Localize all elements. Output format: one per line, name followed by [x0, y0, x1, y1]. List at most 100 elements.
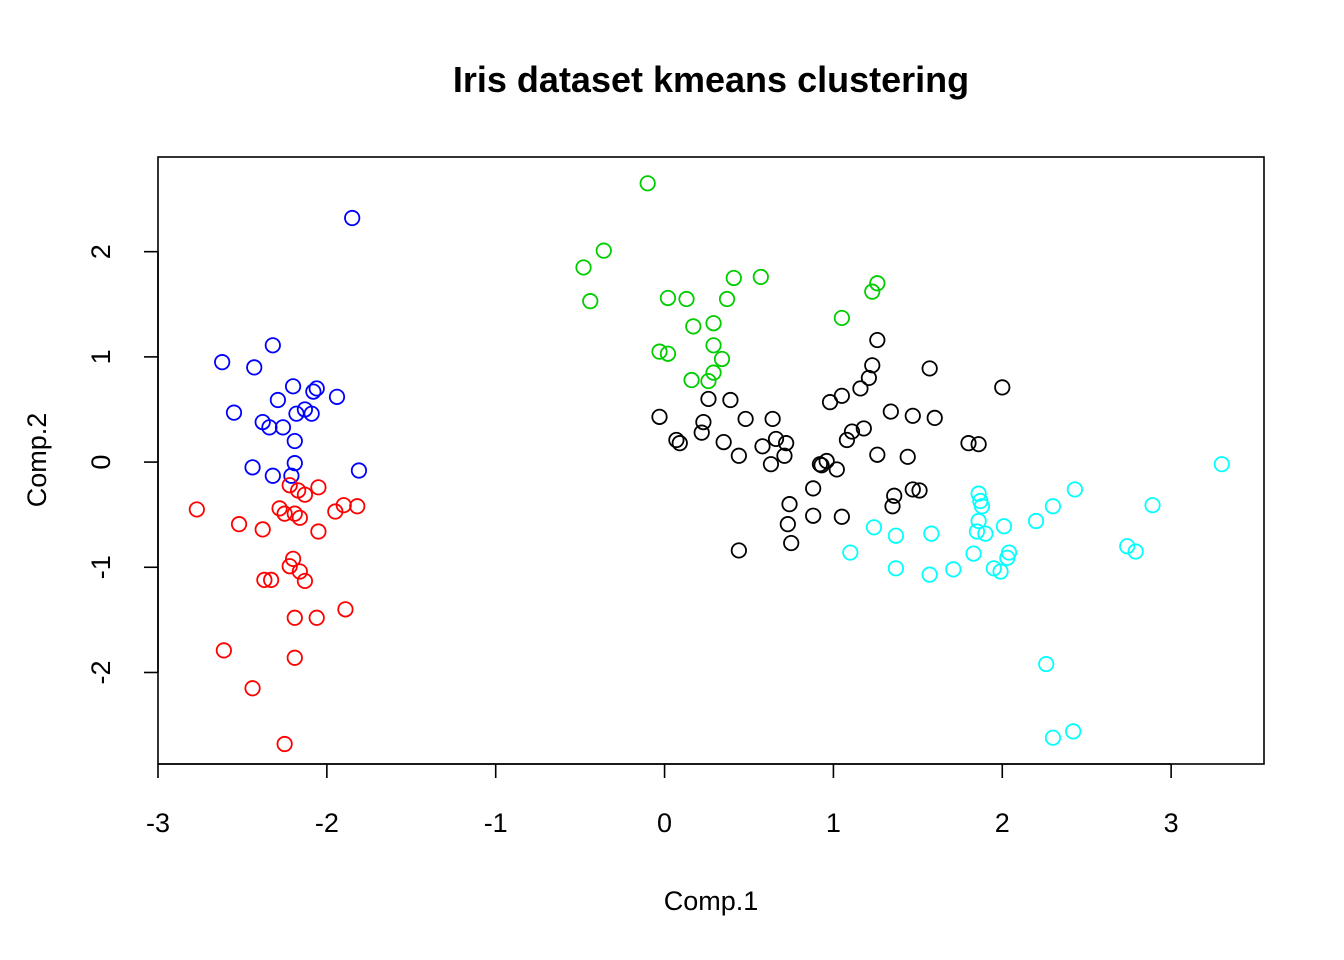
- chart-title: Iris dataset kmeans clustering: [453, 59, 969, 100]
- data-point: [308, 380, 325, 397]
- data-point: [1044, 498, 1062, 515]
- data-point: [1144, 497, 1161, 514]
- data-point: [737, 410, 754, 428]
- data-point: [965, 545, 982, 562]
- data-point: [1213, 456, 1230, 473]
- data-point: [754, 438, 771, 455]
- plot-area: [157, 156, 1265, 765]
- data-point: [1038, 655, 1055, 673]
- data-point: [1027, 512, 1045, 530]
- data-point: [838, 431, 856, 449]
- data-point: [215, 642, 232, 659]
- data-point: [904, 481, 921, 498]
- data-point: [843, 423, 861, 440]
- y-tick-label: 2: [86, 244, 116, 259]
- data-point: [659, 289, 677, 307]
- data-point: [730, 542, 747, 559]
- data-point: [244, 680, 261, 697]
- data-point: [296, 572, 314, 590]
- data-point: [970, 512, 987, 530]
- data-point: [995, 518, 1013, 535]
- data-point: [705, 315, 722, 332]
- data-point: [752, 268, 769, 286]
- data-point: [668, 431, 685, 449]
- data-point: [904, 407, 921, 424]
- data-point: [256, 571, 273, 589]
- x-axis-label: Comp.1: [664, 886, 759, 916]
- data-point: [310, 479, 327, 496]
- data-point: [865, 519, 883, 536]
- data-point: [281, 477, 298, 494]
- series-2: [575, 175, 886, 390]
- x-tick-label: 2: [995, 808, 1010, 838]
- data-point: [860, 369, 877, 387]
- data-point: [244, 459, 261, 476]
- data-point: [833, 508, 850, 525]
- x-tick-label: 0: [657, 808, 672, 838]
- data-point: [1065, 723, 1082, 740]
- data-point: [188, 501, 205, 518]
- data-point: [286, 649, 303, 666]
- data-point: [911, 482, 928, 499]
- data-point: [269, 391, 286, 409]
- data-point: [575, 259, 592, 276]
- data-point: [595, 242, 612, 259]
- data-point: [842, 544, 859, 561]
- data-point: [327, 503, 344, 520]
- data-point: [882, 403, 899, 420]
- data-point: [276, 505, 293, 522]
- data-point: [1127, 543, 1144, 560]
- series-0: [214, 209, 368, 484]
- data-point: [344, 209, 361, 227]
- data-point: [286, 432, 303, 450]
- data-point: [303, 405, 320, 422]
- data-point: [291, 563, 308, 580]
- data-point: [767, 430, 785, 448]
- data-point: [671, 435, 688, 452]
- data-point: [264, 337, 281, 354]
- data-point: [230, 516, 248, 533]
- data-point: [828, 461, 845, 478]
- data-points: [188, 175, 1230, 753]
- series-4: [842, 456, 1230, 746]
- data-point: [852, 380, 869, 397]
- data-point: [855, 420, 872, 437]
- y-tick-label: -2: [86, 660, 116, 684]
- data-point: [713, 350, 731, 368]
- data-point: [705, 337, 722, 354]
- data-point: [992, 563, 1009, 580]
- data-point: [869, 331, 886, 349]
- y-axis-label: Comp.2: [22, 413, 52, 508]
- y-tick-label: 1: [86, 349, 116, 364]
- data-point: [283, 467, 300, 484]
- data-point: [225, 404, 243, 421]
- data-point: [328, 388, 346, 405]
- data-point: [887, 560, 904, 577]
- data-point: [945, 561, 962, 578]
- data-point: [350, 462, 368, 479]
- data-point: [884, 498, 901, 515]
- data-point: [977, 525, 994, 542]
- data-point: [582, 293, 599, 310]
- data-point: [337, 601, 354, 618]
- data-point: [651, 343, 668, 360]
- data-point: [813, 457, 830, 474]
- data-point: [973, 498, 991, 515]
- data-point: [678, 290, 695, 308]
- data-point: [1044, 729, 1062, 746]
- data-point: [821, 394, 839, 411]
- data-point: [274, 419, 292, 436]
- data-point: [263, 571, 280, 589]
- data-point: [725, 269, 742, 287]
- data-point: [254, 521, 271, 538]
- data-point: [693, 424, 710, 441]
- x-tick-label: 1: [826, 808, 841, 838]
- x-tick-label: -2: [315, 808, 339, 838]
- data-point: [994, 379, 1011, 396]
- x-tick-label: -1: [484, 808, 508, 838]
- data-point: [659, 345, 677, 362]
- data-point: [639, 175, 656, 192]
- data-point: [700, 372, 717, 390]
- data-point: [214, 354, 231, 371]
